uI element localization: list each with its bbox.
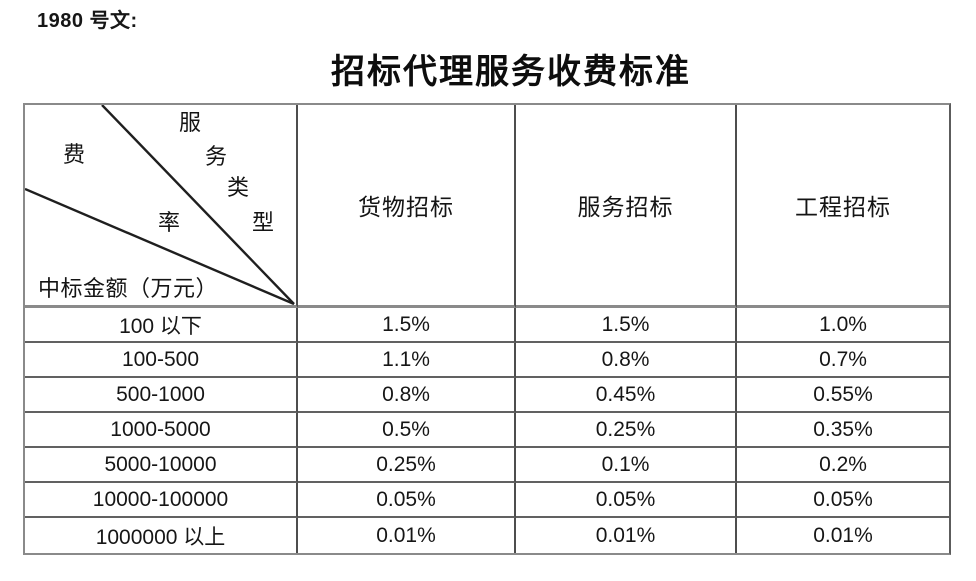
rate-cell: 1.5% — [516, 308, 737, 343]
corner-header-cell: 服 务 类 型 费 率 中标金额（万元） — [25, 105, 298, 308]
rate-cell: 0.7% — [737, 343, 949, 378]
service-type-char-1: 服 — [179, 110, 202, 135]
service-type-char-2: 务 — [205, 144, 228, 169]
diagonal-line-lower — [25, 187, 295, 305]
rate-cell: 0.8% — [298, 378, 516, 413]
rate-cell: 0.05% — [298, 483, 516, 518]
amount-range-cell: 1000000 以上 — [25, 518, 298, 553]
amount-range-cell: 1000-5000 — [25, 413, 298, 448]
rate-cell: 1.0% — [737, 308, 949, 343]
column-header-goods: 货物招标 — [298, 105, 516, 308]
service-type-char-3: 类 — [227, 175, 250, 200]
rate-cell: 0.25% — [298, 448, 516, 483]
fee-standard-table: 服 务 类 型 费 率 中标金额（万元） 货物招标 服务招标 工程招标 100 … — [23, 103, 951, 555]
amount-axis-label: 中标金额（万元） — [38, 276, 219, 301]
rate-cell: 1.1% — [298, 343, 516, 378]
diagonal-line-upper — [101, 105, 295, 305]
rate-cell: 1.5% — [298, 308, 516, 343]
rate-cell: 0.05% — [516, 483, 737, 518]
rate-cell: 0.01% — [813, 523, 873, 547]
page-title: 招标代理服务收费标准 — [331, 54, 691, 91]
amount-range-cell: 10000-100000 — [25, 483, 298, 518]
amount-range-cell: 5000-10000 — [25, 448, 298, 483]
doc-number-label: 1980 号文: — [37, 10, 138, 32]
amount-range-cell: 100-500 — [25, 343, 298, 378]
rate-cell: 0.01% — [298, 518, 516, 553]
rate-cell: 0.35% — [737, 413, 949, 448]
rate-cell: 0.25% — [516, 413, 737, 448]
rate-cell: 0.8% — [516, 343, 737, 378]
amount-range-cell: 100 以下 — [25, 308, 298, 343]
amount-range-cell: 500-1000 — [25, 378, 298, 413]
column-header-service: 服务招标 — [516, 105, 737, 308]
rate-cell: 0.55% — [737, 378, 949, 413]
fee-rate-char-1: 费 — [63, 142, 86, 167]
rate-cell: 0.2% — [737, 448, 949, 483]
column-header-engineering: 工程招标 — [737, 105, 949, 308]
diagonal-lines — [25, 105, 295, 305]
rate-cell: 0.01% — [516, 518, 737, 553]
service-type-char-4: 型 — [252, 210, 275, 235]
fee-rate-char-2: 率 — [158, 210, 181, 235]
rate-cell: 0.5% — [298, 413, 516, 448]
rate-cell: 0.45% — [516, 378, 737, 413]
rate-cell: 0.05% — [737, 483, 949, 518]
rate-cell: 0.1% — [516, 448, 737, 483]
